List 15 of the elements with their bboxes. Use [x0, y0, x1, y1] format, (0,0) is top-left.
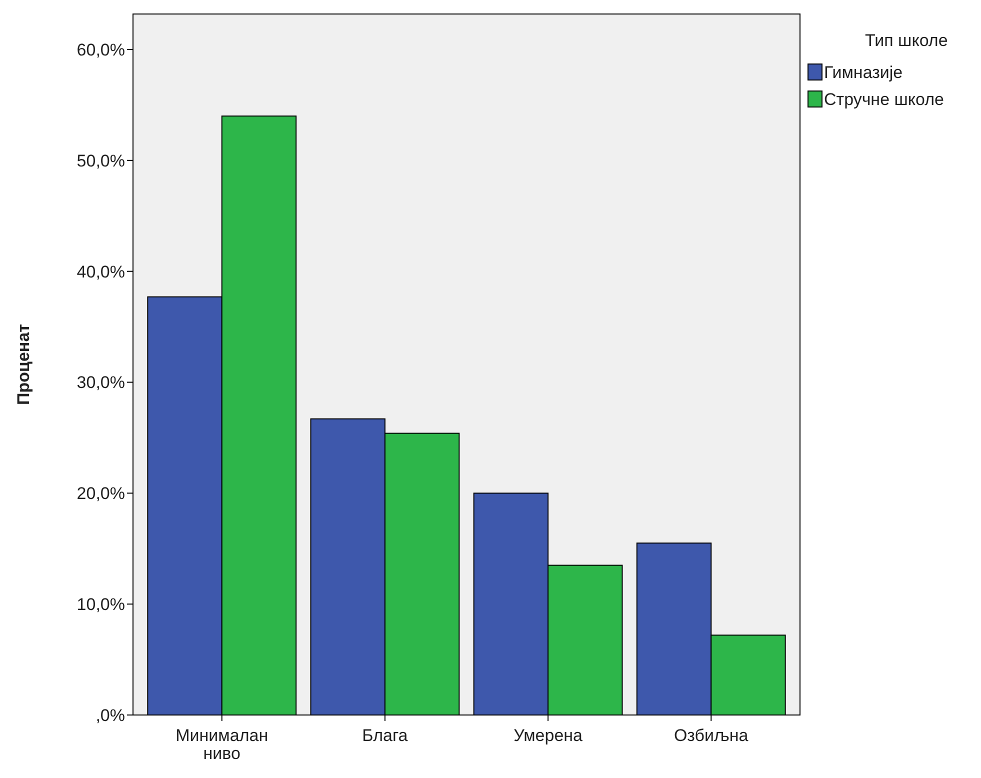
x-tick-label: Озбиљна: [674, 726, 749, 745]
legend-label: Гимназије: [824, 62, 903, 82]
y-tick-label: ,0%: [96, 706, 125, 725]
y-tick-label: 30,0%: [76, 373, 125, 392]
y-tick-label: 40,0%: [76, 262, 125, 282]
x-tick-label: Блага: [362, 726, 408, 745]
y-axis-title: Проценат: [14, 324, 33, 405]
y-tick-label: 20,0%: [76, 484, 125, 504]
y-tick-label: 50,0%: [76, 151, 125, 170]
y-tick-label: 10,0%: [76, 595, 125, 614]
x-tick-label: Умерена: [514, 726, 584, 745]
legend-label: Стручне школе: [824, 90, 944, 109]
y-tick-label: 60,0%: [76, 40, 125, 60]
legend-title: Тип школе: [865, 31, 948, 50]
x-tick-label: Минималан ниво: [176, 726, 268, 763]
